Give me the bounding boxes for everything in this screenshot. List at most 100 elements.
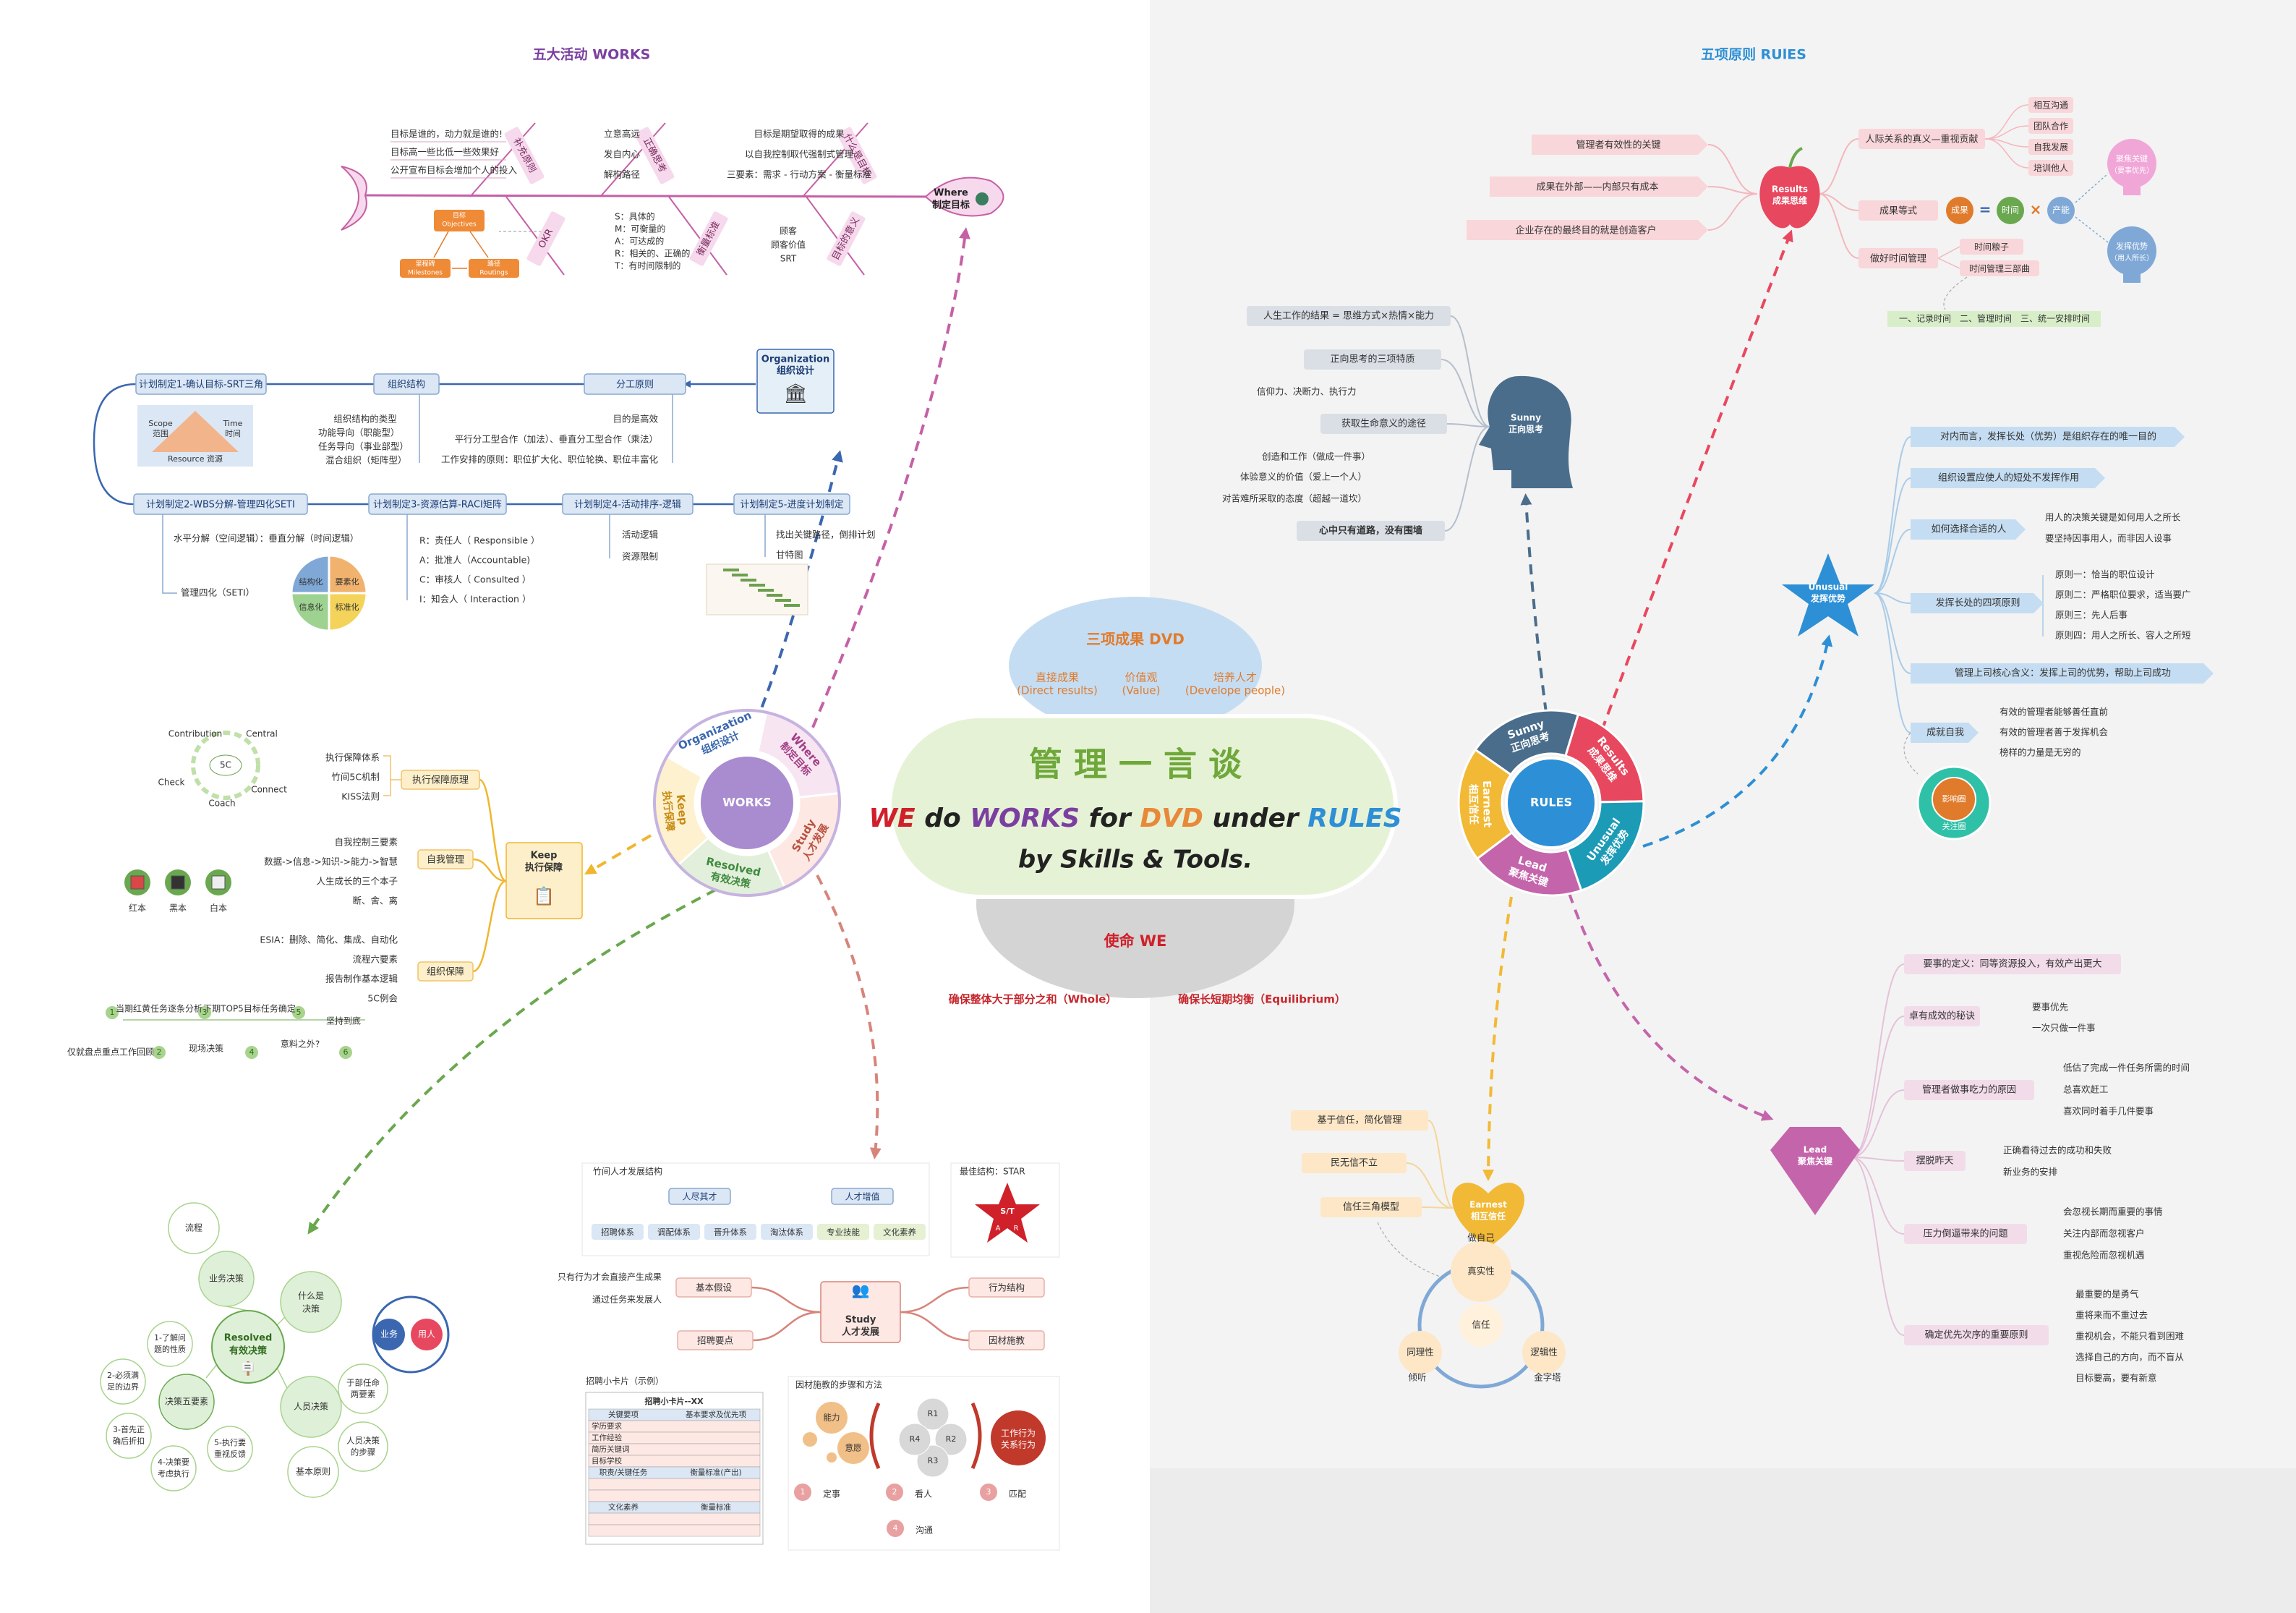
relation-item[interactable] [2028, 118, 2073, 134]
org-plan-node-7[interactable] [733, 493, 850, 515]
talent-box[interactable] [874, 1224, 926, 1240]
unusual-item-tag[interactable] [1911, 427, 2185, 447]
decision-element-node[interactable] [106, 1413, 152, 1459]
relation-item[interactable] [2028, 97, 2073, 113]
talent-box[interactable] [761, 1224, 813, 1240]
org-plan-node-3-label: 分工原则 [616, 380, 654, 391]
lead-item-box[interactable] [1904, 1080, 2034, 1100]
star-icon[interactable] [1782, 553, 1874, 637]
results-right-node[interactable] [1858, 248, 1938, 268]
sunny-item-box[interactable] [1320, 414, 1447, 434]
talent-box[interactable] [648, 1224, 700, 1240]
rules-wheel-segment-earnest[interactable] [1457, 748, 1514, 861]
resolved-outer-node[interactable] [280, 1271, 342, 1333]
sunny-item-box[interactable] [1304, 349, 1441, 370]
unusual-item-tag[interactable] [1911, 468, 2105, 488]
label-text: Results [1772, 184, 1808, 195]
time-item[interactable] [1960, 239, 2023, 255]
works-wheel-hub[interactable] [698, 754, 796, 852]
earnest-item-label: 民无信不立 [1331, 1158, 1378, 1169]
talent-top[interactable] [668, 1188, 731, 1205]
resolved-outer-node[interactable] [287, 1446, 339, 1498]
results-left-tag[interactable] [1467, 220, 1708, 240]
keep-hub-box[interactable] [505, 842, 583, 919]
unusual-item-tag[interactable] [1911, 663, 2214, 684]
study-branch-3[interactable] [968, 1277, 1045, 1298]
time-item[interactable] [1960, 260, 2039, 276]
decision-element-node[interactable] [147, 1321, 193, 1367]
lead-item-box[interactable] [1904, 954, 2121, 974]
keep-branch-2[interactable] [417, 849, 474, 869]
earnest-item-box[interactable] [1291, 1110, 1428, 1131]
org-plan-node-5[interactable] [368, 493, 507, 515]
keep-branch-1[interactable] [401, 770, 480, 790]
earnest-item-box[interactable] [1320, 1197, 1422, 1217]
head-silhouette-icon[interactable] [1479, 375, 1573, 488]
talent-box-label: 调配体系 [657, 1227, 691, 1238]
org-plan-node-3[interactable] [584, 373, 686, 395]
rules-wheel-segment-lead[interactable] [1475, 830, 1583, 897]
card-cell: 目标学校 [592, 1456, 622, 1465]
decision-five-elements[interactable] [158, 1374, 215, 1430]
sunny-item-box[interactable] [1247, 306, 1451, 326]
resolved-outer-node[interactable] [198, 1251, 255, 1307]
principle-item: 原则三：先人后事 [2055, 610, 2128, 621]
org-plan-node-4[interactable] [133, 493, 308, 515]
keep-branch-3[interactable] [417, 961, 474, 982]
decision-element-node[interactable] [207, 1426, 253, 1472]
talent-box[interactable] [592, 1224, 644, 1240]
unusual-item-tag[interactable] [1911, 593, 2044, 613]
study-branch-4[interactable] [968, 1330, 1045, 1350]
unusual-item-tag[interactable] [1911, 519, 2026, 540]
fish-head[interactable] [924, 176, 1004, 217]
diamond-icon[interactable] [1770, 1127, 1860, 1215]
decision-element-node[interactable] [100, 1358, 146, 1405]
study-hub-box[interactable] [820, 1281, 901, 1343]
apple-icon[interactable] [1759, 166, 1820, 229]
okr-objectives-box[interactable] [434, 210, 485, 231]
unusual-item-tag[interactable] [1911, 723, 1979, 743]
label-text: 4-决策要 [158, 1457, 189, 1467]
relation-item[interactable] [2028, 139, 2073, 155]
org-plan-node-2[interactable] [373, 373, 440, 395]
business-bubble[interactable] [373, 1319, 405, 1350]
unusual-item-label: 对内而言，发挥长处（优势）是组织存在的唯一目的 [1940, 431, 2156, 443]
lead-item-box[interactable] [1904, 1325, 2049, 1345]
org-plan-node-6[interactable] [562, 493, 694, 515]
sunny-item-box[interactable] [1297, 521, 1445, 541]
rules-wheel-segment-unusual[interactable] [1566, 800, 1645, 892]
schedule-item: 甘特图 [776, 550, 803, 561]
resolved-outer-node[interactable] [338, 1421, 388, 1472]
rules-wheel-hub[interactable] [1505, 757, 1597, 849]
lead-item-box[interactable] [1904, 1151, 1966, 1171]
people-bubble[interactable] [411, 1319, 443, 1350]
resolved-hub[interactable] [211, 1310, 285, 1384]
step-number: 4 [249, 1047, 255, 1057]
rules-wheel-segment-results[interactable] [1564, 712, 1645, 804]
study-branch-1[interactable] [675, 1277, 752, 1298]
org-hub-box[interactable] [756, 349, 835, 414]
okr-routings-box[interactable] [469, 259, 519, 278]
results-right-node[interactable] [1858, 200, 1938, 221]
lead-item-box[interactable] [1904, 1224, 2027, 1244]
secret-item: 要事优先 [2032, 1002, 2068, 1013]
resolved-outer-node[interactable] [338, 1363, 388, 1414]
decision-element-node[interactable] [150, 1445, 197, 1491]
lead-item-box[interactable] [1904, 1006, 1980, 1026]
okr-milestones-box[interactable] [400, 259, 451, 278]
trust-label: 同理性 [1407, 1347, 1434, 1358]
org-plan-node-1[interactable] [135, 373, 267, 395]
study-branch-2[interactable] [677, 1330, 754, 1350]
talent-box[interactable] [704, 1224, 756, 1240]
relation-item[interactable] [2028, 160, 2073, 176]
resolved-outer-node[interactable] [168, 1202, 220, 1254]
resolved-outer-node[interactable] [280, 1376, 342, 1438]
talent-box[interactable] [817, 1224, 869, 1240]
results-left-tag[interactable] [1532, 135, 1708, 155]
results-left-tag[interactable] [1490, 176, 1708, 197]
rules-wheel-segment-sunny[interactable] [1474, 709, 1580, 777]
heart-icon[interactable] [1452, 1183, 1524, 1248]
results-right-node[interactable] [1858, 129, 1985, 149]
talent-top[interactable] [831, 1188, 894, 1205]
earnest-item-box[interactable] [1302, 1153, 1407, 1173]
